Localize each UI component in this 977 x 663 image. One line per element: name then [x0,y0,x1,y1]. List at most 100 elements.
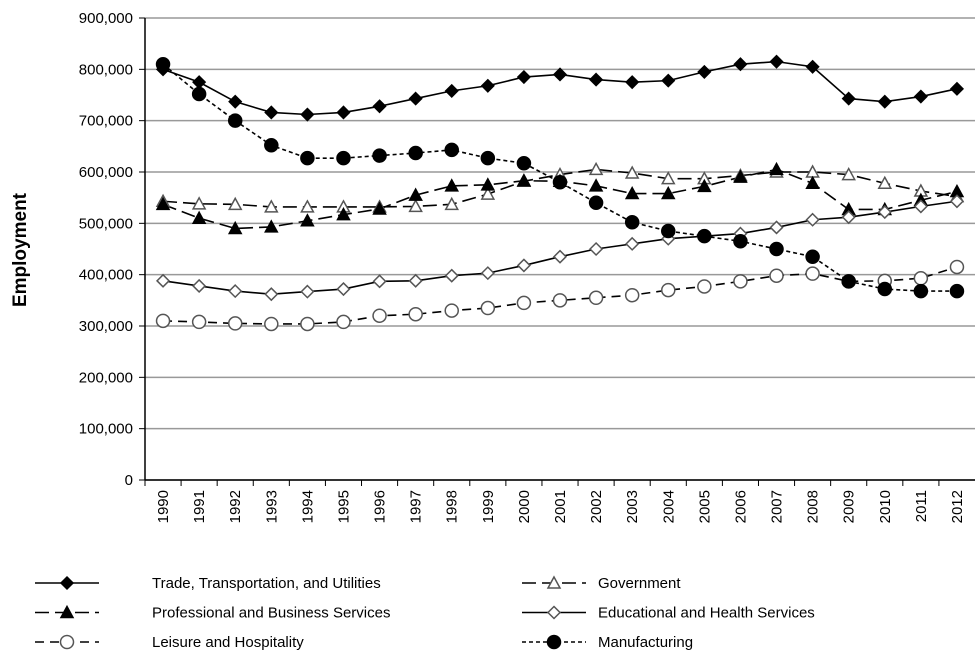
x-tick-label: 2011 [913,490,930,522]
point [516,69,531,85]
x-tick-label: 1990 [155,490,172,523]
point [444,178,460,192]
point [805,266,820,281]
point [913,89,928,104]
point [227,113,243,128]
point [661,73,676,88]
point [697,228,712,244]
point [697,279,712,294]
point [227,196,243,211]
x-tick-label: 2002 [588,490,605,523]
point [336,314,351,330]
point [552,249,568,264]
point [372,308,387,323]
point [191,86,207,102]
legend-item: Trade, Transportation, and Utilities [35,575,381,592]
y-tick-label: 900,000 [79,10,133,27]
point [264,138,279,153]
x-tick-label: 1992 [227,490,244,523]
legend-marker [59,575,75,591]
point [516,258,531,273]
point [480,177,496,191]
legend-item: Government [522,575,681,592]
legend-marker [546,605,562,620]
point [841,274,856,289]
point [480,300,496,316]
point [588,290,604,306]
point [300,107,315,122]
point [733,234,748,249]
y-tick-label: 700,000 [79,113,133,130]
point [661,282,676,298]
x-tick-label: 2004 [660,490,677,523]
x-tick-label: 2005 [696,490,713,523]
point [336,207,351,221]
point [624,287,640,303]
point [336,281,351,297]
point [913,271,929,286]
series-line [162,200,958,295]
y-tick-label: 800,000 [79,61,133,78]
x-tick-label: 2003 [624,490,641,523]
point [841,210,856,225]
point [769,161,784,176]
point [877,175,893,190]
point [408,91,423,106]
x-tick-label: 2001 [552,490,569,523]
point [480,266,495,281]
point [336,105,351,120]
point [408,306,423,322]
point [805,59,820,74]
point [155,313,171,329]
point [697,64,712,79]
point [300,150,315,166]
legend-label: Educational and Health Services [598,605,815,622]
legend-item: Manufacturing [522,634,693,651]
legend-marker [546,634,562,650]
point [444,142,459,158]
point [949,194,965,209]
point [480,150,496,166]
x-tick-label: 2007 [769,490,786,523]
point [589,241,604,257]
point [372,148,387,163]
point [769,241,784,257]
x-tick-label: 1999 [480,490,497,523]
point [913,283,929,299]
point [589,72,604,87]
point [660,171,676,185]
legend-label: Trade, Transportation, and Utilities [152,575,381,592]
x-tick-label: 1995 [335,490,352,523]
point [192,278,207,294]
y-tick-label: 400,000 [79,267,133,284]
point [769,54,784,69]
point [372,201,387,215]
point [805,212,820,227]
point [372,99,387,114]
point [588,195,604,211]
point [408,198,423,213]
point [805,249,820,264]
point [625,236,640,251]
point [155,273,171,288]
point [228,284,243,299]
point [191,314,207,330]
point [805,175,820,190]
point [192,75,207,90]
legend-marker [59,604,75,619]
point [228,94,243,109]
legend-label: Leisure and Hospitality [152,634,304,651]
point [264,219,279,233]
x-tick-label: 1994 [299,490,316,523]
point [300,199,315,213]
point [841,91,856,106]
legend-label: Professional and Business Services [152,605,390,622]
point [516,156,532,171]
y-tick-label: 100,000 [79,421,133,438]
point [733,57,748,72]
x-tick-label: 1998 [444,490,461,523]
point [191,210,207,224]
point [877,281,893,297]
y-axis-label: Employment [10,192,31,307]
x-tick-label: 2010 [877,490,894,523]
